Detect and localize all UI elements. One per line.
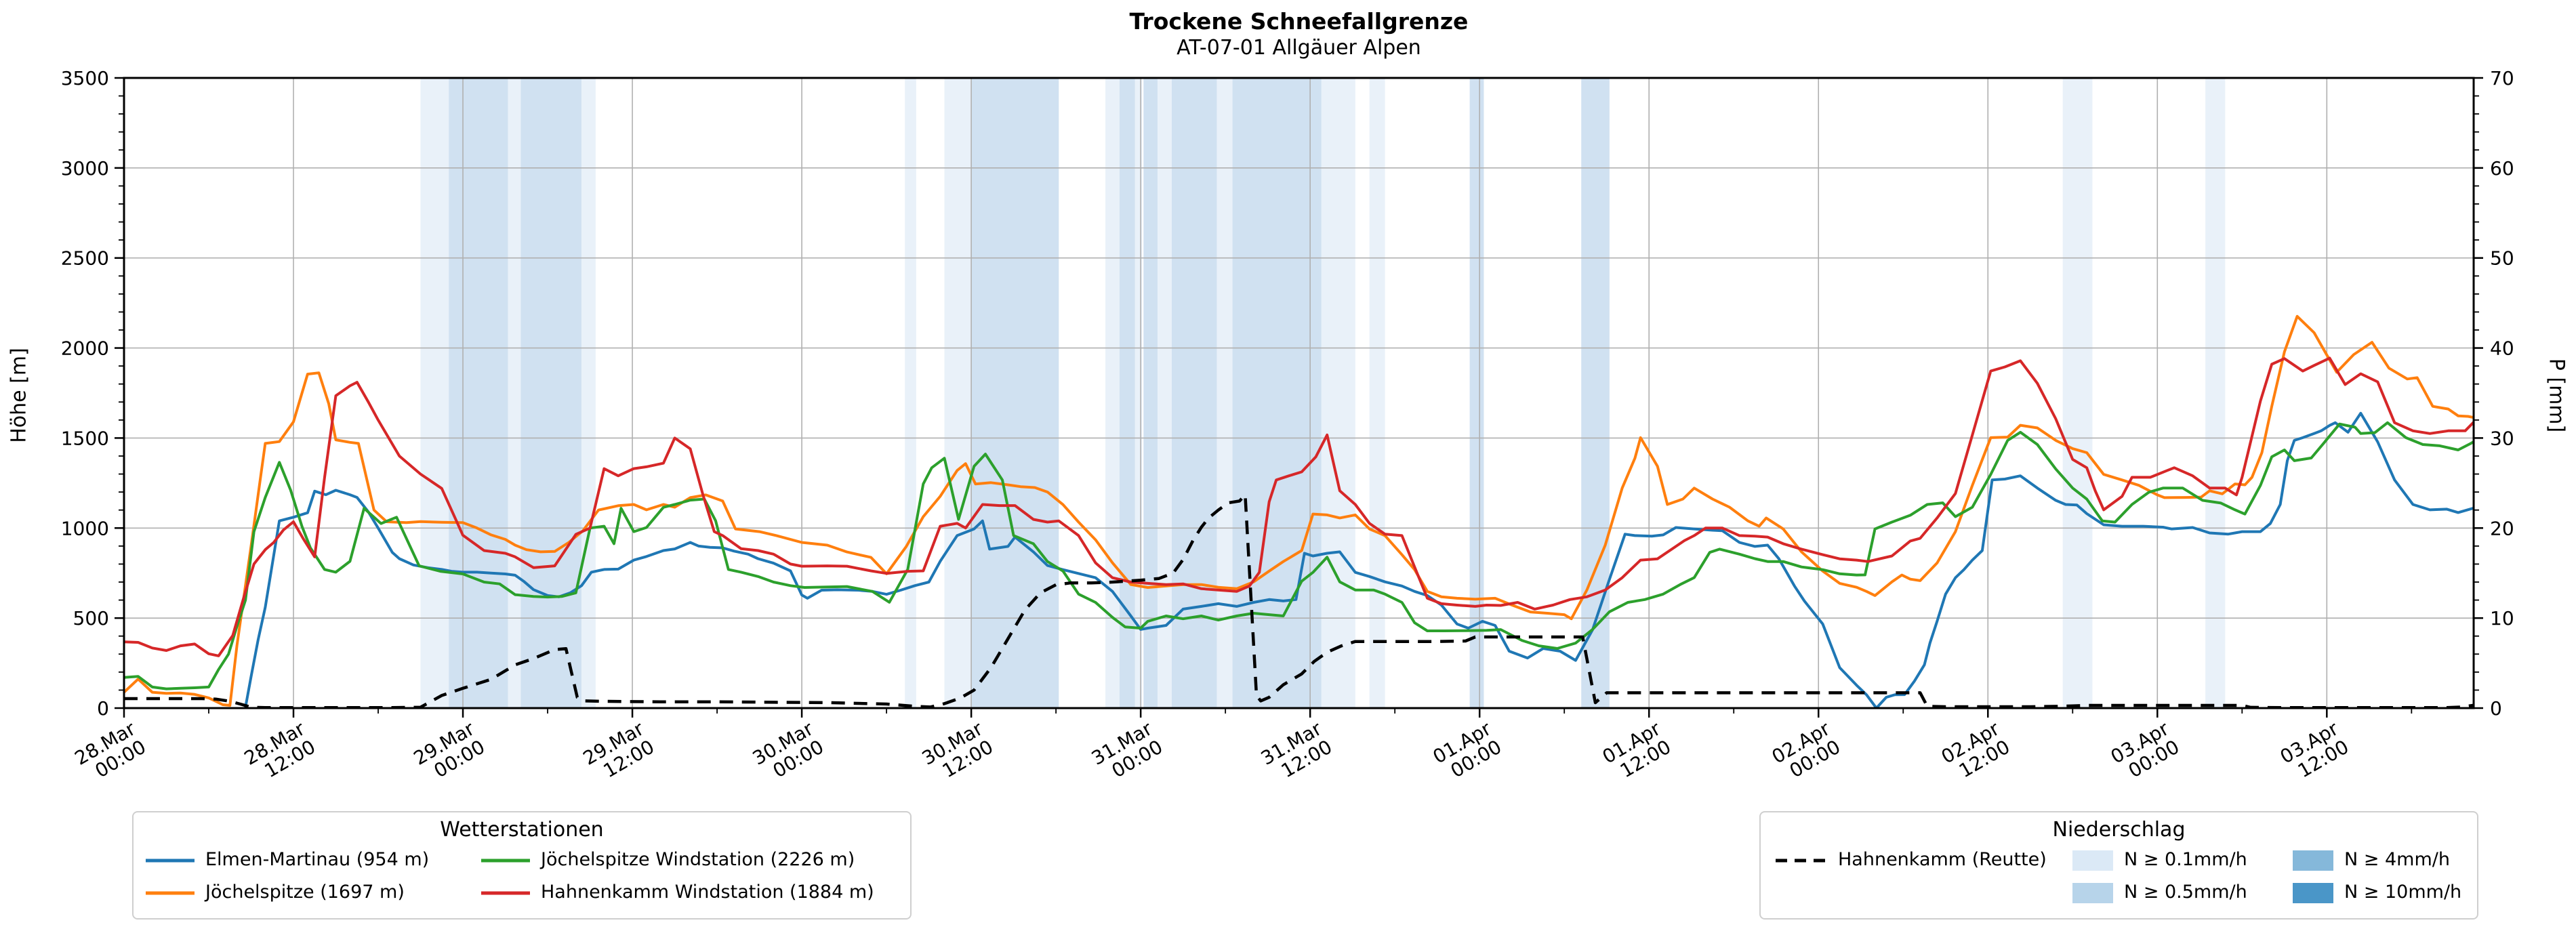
precip-band	[1171, 78, 1217, 708]
precip-band	[1217, 78, 1233, 708]
series-line-joechelspitze-wind	[124, 421, 2474, 690]
legend-item-hahnenkamm-windstation: Hahnenkamm Windstation (1884 m)	[541, 882, 874, 903]
y-left-tick-label: 3000	[61, 157, 109, 180]
y-left-tick-label: 3500	[61, 67, 109, 89]
legend-dashed-line-sample	[1776, 859, 1827, 863]
plot-frame	[123, 77, 2475, 709]
legend-item-elmen-martinau: Elmen-Martinau (954 m)	[205, 849, 430, 870]
x-tick-label: 03.Apr00:00	[2107, 717, 2184, 786]
x-tick-label: 31.Mar12:00	[1257, 717, 1336, 787]
precip-band	[2062, 78, 2093, 708]
precip-band	[449, 78, 508, 708]
y-left-tick-label: 500	[73, 607, 109, 629]
legend-item-joechelspitze-windstation: Jöchelspitze Windstation (2226 m)	[541, 849, 855, 870]
precip-band	[1321, 78, 1355, 708]
series-line-joechelspitze	[124, 314, 2474, 707]
legend-patch-01mmh	[2072, 850, 2113, 871]
y-right-tick-label: 0	[2490, 697, 2502, 720]
legend-item-01mmh: N ≥ 0.1mm/h	[2124, 849, 2247, 870]
legend-item-4mmh: N ≥ 4mm/h	[2344, 849, 2450, 870]
precip-band	[1105, 78, 1120, 708]
precip-band	[905, 78, 916, 708]
chart-subtitle: AT-07-01 Allgäuer Alpen	[1177, 36, 1421, 60]
precip-band	[2205, 78, 2226, 708]
x-tick-label: 29.Mar12:00	[579, 717, 659, 787]
precip-band	[1134, 78, 1143, 708]
precip-band	[520, 78, 582, 708]
legend-patch-4mmh	[2293, 850, 2333, 871]
y-right-tick-label: 40	[2490, 337, 2514, 360]
precip-band	[1469, 78, 1484, 708]
x-tick-label: 29.Mar00:00	[410, 717, 489, 787]
legend-patch-10mmh	[2293, 883, 2333, 903]
x-tick-label: 02.Apr00:00	[1768, 717, 1845, 786]
y-right-tick-label: 60	[2490, 157, 2514, 180]
axis-tick-labels: 28.Mar00:00 28.Mar12:00 29.Mar00:00 29.Mar1…	[61, 67, 2514, 787]
gridlines	[124, 78, 2474, 708]
legend-line-sample-joechelspitze	[146, 891, 195, 895]
y-left-tick-label: 0	[97, 697, 109, 720]
legend-line-sample-joechelspitze-wind	[481, 859, 530, 863]
legend-patch-05mmh	[2072, 883, 2113, 903]
x-tick-label: 01.Apr12:00	[1599, 717, 1675, 786]
y-left-tick-label: 2000	[61, 337, 109, 360]
y-right-tick-label: 20	[2490, 517, 2514, 539]
x-tick-label: 03.Apr12:00	[2276, 717, 2353, 786]
legend-item-hahnenkamm-reutte: Hahnenkamm (Reutte)	[1838, 849, 2047, 870]
legend-line-sample-elmen	[146, 859, 195, 863]
x-tick-label: 28.Mar00:00	[71, 717, 150, 787]
x-tick-label: 30.Mar12:00	[918, 717, 998, 787]
legend-line-sample-hahnenkamm-wind	[481, 891, 530, 895]
x-tick-label: 31.Mar00:00	[1088, 717, 1167, 787]
y-left-tick-label: 1000	[61, 517, 109, 539]
x-tick-label: 30.Mar00:00	[749, 717, 828, 787]
y-right-tick-label: 10	[2490, 607, 2514, 629]
precip-band	[944, 78, 972, 708]
legend-item-05mmh: N ≥ 0.5mm/h	[2124, 882, 2247, 903]
legend-item-joechelspitze: Jöchelspitze (1697 m)	[205, 882, 405, 903]
x-tick-label: 01.Apr00:00	[1429, 717, 1506, 786]
legend-stations: Wetterstationen	[132, 811, 912, 920]
precip-band	[420, 78, 449, 708]
legend-precip: Niederschlag	[1759, 811, 2478, 920]
precip-band	[1143, 78, 1158, 708]
legend-item-10mmh: N ≥ 10mm/h	[2344, 882, 2462, 903]
legend-stations-title: Wetterstationen	[440, 818, 604, 842]
series-line-hahnenkamm-wind	[124, 356, 2474, 657]
y-right-tick-label: 70	[2490, 67, 2514, 89]
precip-cumulative-line	[124, 493, 2474, 708]
x-tick-label: 02.Apr12:00	[1938, 717, 2014, 786]
precip-band	[508, 78, 521, 708]
precip-bands	[420, 78, 2226, 708]
series-lines	[124, 314, 2474, 708]
precip-band	[1369, 78, 1385, 708]
y-left-tick-label: 2500	[61, 247, 109, 270]
axis-ticks	[115, 77, 2483, 718]
y-right-tick-label: 50	[2490, 247, 2514, 270]
y-right-tick-label: 30	[2490, 427, 2514, 449]
y-left-tick-label: 1500	[61, 427, 109, 449]
legend-precip-title: Niederschlag	[2052, 818, 2186, 842]
precip-band	[1158, 78, 1172, 708]
precip-band	[1581, 78, 1610, 708]
precip-band	[1119, 78, 1135, 708]
chart-title: Trockene Schneefallgrenze	[1129, 8, 1469, 35]
precip-band	[581, 78, 596, 708]
precip-band	[971, 78, 1059, 708]
x-tick-label: 28.Mar12:00	[241, 717, 320, 787]
